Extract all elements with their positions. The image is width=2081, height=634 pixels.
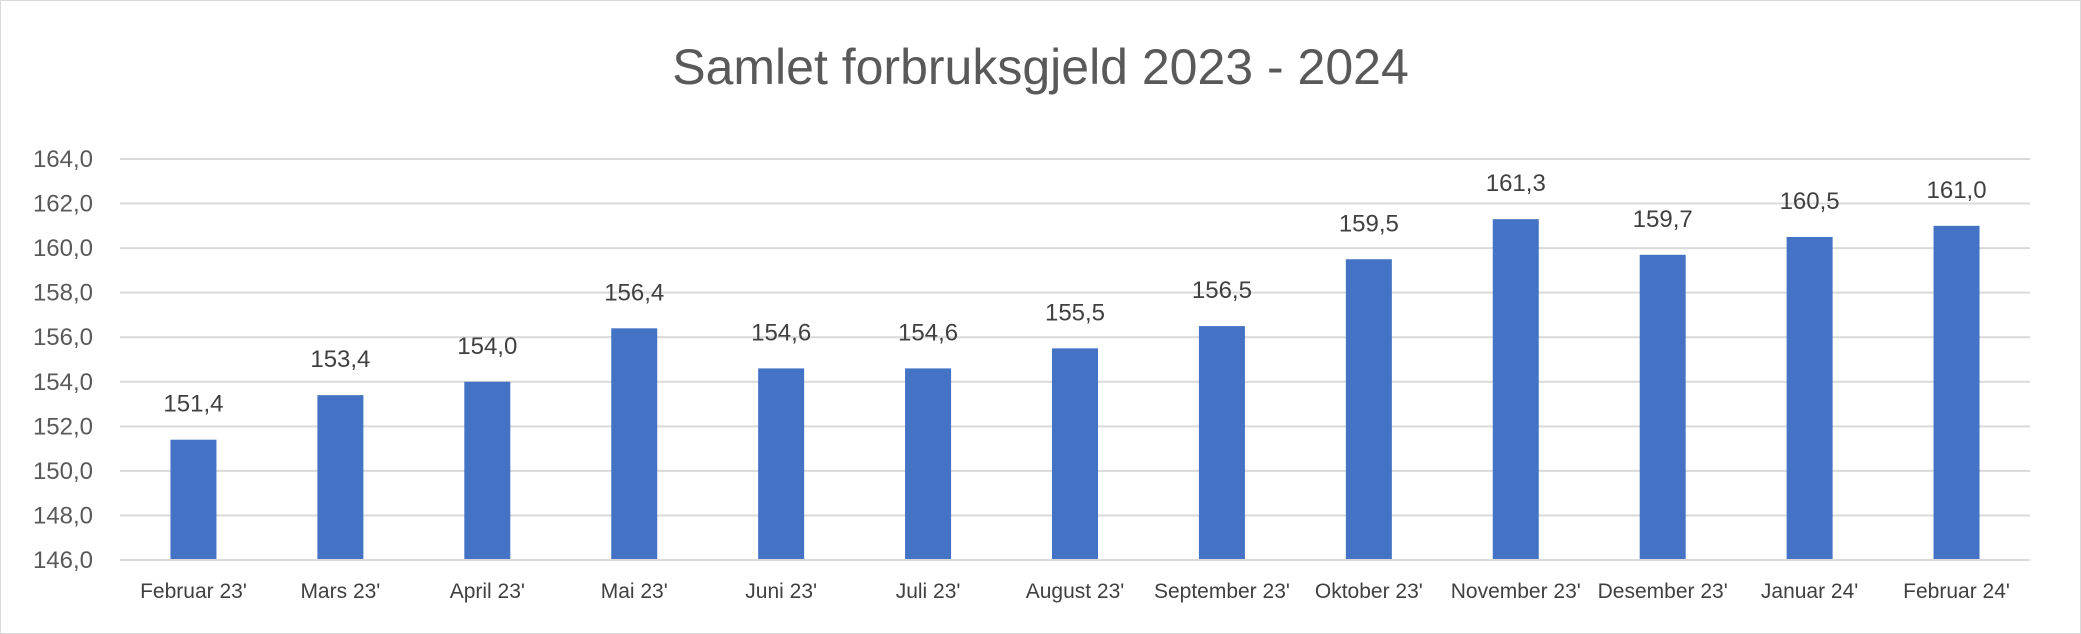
x-tick-label: November 23' (1451, 580, 1581, 603)
y-tick-label: 152,0 (33, 413, 93, 440)
bar (611, 328, 658, 560)
bar (758, 368, 805, 560)
bar (1052, 348, 1098, 560)
bar (1198, 326, 1245, 560)
y-tick-label: 156,0 (33, 324, 93, 351)
bar (1492, 219, 1539, 560)
data-label: 154,6 (751, 319, 811, 346)
data-label: 153,4 (310, 346, 370, 373)
bar (464, 381, 511, 560)
bar (905, 368, 952, 560)
data-label: 155,5 (1045, 299, 1105, 326)
bar (1345, 259, 1392, 560)
x-tick-label: Februar 24' (1903, 580, 2010, 603)
x-tick-label: Februar 23' (140, 580, 247, 603)
y-tick-label: 160,0 (33, 235, 93, 262)
bar (317, 395, 364, 560)
data-label: 161,0 (1927, 177, 1987, 204)
bar (1639, 254, 1686, 561)
x-tick-label: August 23' (1026, 580, 1125, 603)
x-tick-label: Desember 23' (1598, 580, 1728, 603)
x-tick-label: April 23' (450, 580, 525, 603)
x-tick-label: Juni 23' (745, 580, 817, 603)
x-tick-label: Juli 23' (896, 580, 961, 603)
y-tick-label: 158,0 (33, 280, 93, 307)
y-tick-label: 154,0 (33, 369, 93, 396)
bar (1786, 236, 1833, 560)
data-label: 159,5 (1339, 210, 1399, 237)
data-label: 161,3 (1486, 170, 1546, 197)
data-label: 156,4 (604, 279, 664, 306)
x-tick-label: September 23' (1154, 580, 1290, 603)
chart-title: Samlet forbruksgjeld 2023 - 2024 (672, 39, 1409, 95)
x-tick-label: Mars 23' (300, 580, 380, 603)
x-tick-label: Mai 23' (601, 580, 668, 603)
data-label: 154,6 (898, 319, 958, 346)
data-label: 160,5 (1780, 188, 1840, 215)
y-tick-label: 162,0 (33, 191, 93, 218)
bar (170, 439, 217, 560)
x-tick-label: Oktober 23' (1315, 580, 1423, 603)
y-tick-label: 146,0 (33, 547, 93, 574)
data-label: 156,5 (1192, 277, 1252, 304)
y-tick-label: 164,0 (33, 146, 93, 173)
y-tick-label: 148,0 (33, 502, 93, 529)
y-tick-label: 150,0 (33, 458, 93, 485)
data-label: 151,4 (163, 391, 223, 418)
data-label: 154,0 (457, 333, 517, 360)
bar (1933, 225, 1980, 561)
data-label: 159,7 (1633, 206, 1693, 233)
x-tick-label: Januar 24' (1761, 580, 1858, 603)
